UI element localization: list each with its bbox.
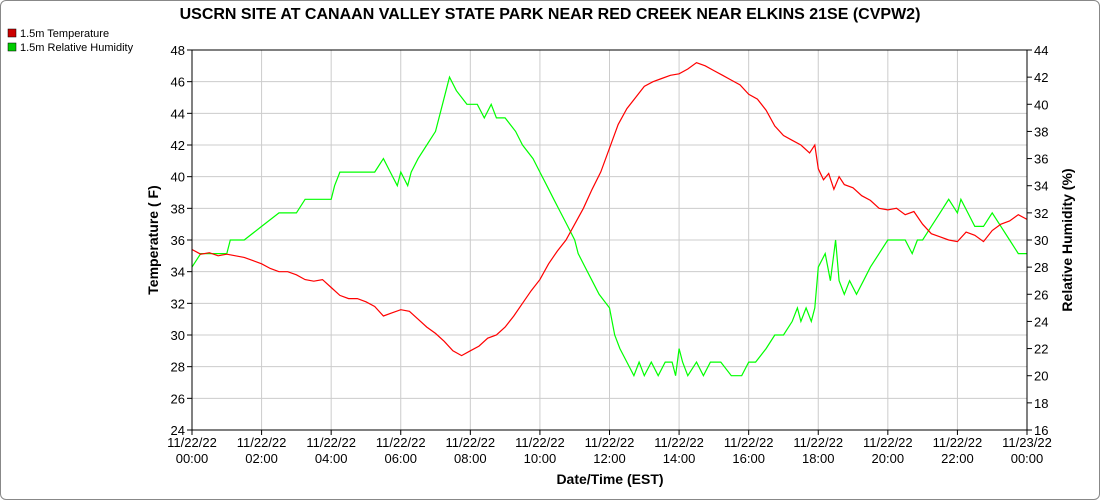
y-right-tick-label: 20 bbox=[1034, 369, 1048, 384]
y-right-tick-label: 24 bbox=[1034, 314, 1048, 329]
x-tick-label-time: 20:00 bbox=[872, 451, 905, 466]
x-tick-label-date: 11/22/22 bbox=[306, 435, 356, 450]
legend: 1.5m Temperature 1.5m Relative Humidity bbox=[7, 28, 134, 54]
x-tick-label-date: 11/23/22 bbox=[1002, 435, 1052, 450]
y-right-tick-label: 34 bbox=[1034, 179, 1048, 194]
x-tick-label-time: 14:00 bbox=[663, 451, 696, 466]
x-tick-label-time: 08:00 bbox=[454, 451, 487, 466]
y-right-tick-label: 30 bbox=[1034, 233, 1048, 248]
y-right-tick-label: 18 bbox=[1034, 396, 1048, 411]
x-tick-label-date: 11/22/22 bbox=[585, 435, 635, 450]
y-right-tick-label: 26 bbox=[1034, 287, 1048, 302]
x-tick-label-date: 11/22/22 bbox=[793, 435, 843, 450]
x-tick-label-time: 16:00 bbox=[732, 451, 765, 466]
x-axis-label: Date/Time (EST) bbox=[556, 471, 663, 487]
x-tick-label-date: 11/22/22 bbox=[376, 435, 426, 450]
plot-border bbox=[191, 49, 1028, 431]
legend-swatch-temperature bbox=[7, 28, 17, 38]
y-left-tick-label: 24 bbox=[171, 423, 185, 438]
y-left-tick-label: 26 bbox=[171, 391, 185, 406]
y-left-tick-label: 36 bbox=[171, 233, 185, 248]
x-tick-label-time: 12:00 bbox=[593, 451, 626, 466]
y-axis-left-label: Temperature ( F) bbox=[145, 185, 161, 294]
chart-title: USCRN SITE AT CANAAN VALLEY STATE PARK N… bbox=[180, 6, 921, 23]
y-right-tick-label: 38 bbox=[1034, 124, 1048, 139]
x-tick-label-date: 11/22/22 bbox=[515, 435, 565, 450]
x-tick-label-time: 00:00 bbox=[176, 451, 209, 466]
y-left-tick-label: 28 bbox=[171, 360, 185, 375]
x-tick-label-time: 02:00 bbox=[245, 451, 278, 466]
y-left-tick-label: 48 bbox=[171, 43, 185, 58]
y-axis-right-label: Relative Humidity (%) bbox=[1059, 168, 1075, 311]
x-tick-label-date: 11/22/22 bbox=[863, 435, 913, 450]
x-tick-label-date: 11/22/22 bbox=[167, 435, 217, 450]
x-tick-label-date: 11/22/22 bbox=[446, 435, 496, 450]
y-left-tick-label: 38 bbox=[171, 201, 185, 216]
y-right-tick-label: 22 bbox=[1034, 342, 1048, 357]
series-line-humidity bbox=[191, 75, 1027, 378]
x-tick-label-time: 18:00 bbox=[802, 451, 835, 466]
x-tick-label-date: 11/22/22 bbox=[654, 435, 704, 450]
y-right-tick-label: 16 bbox=[1034, 423, 1048, 438]
y-left-tick-label: 42 bbox=[171, 138, 185, 153]
y-left-tick-label: 46 bbox=[171, 75, 185, 90]
x-tick-label-time: 22:00 bbox=[941, 451, 974, 466]
x-tick-label-date: 11/22/22 bbox=[933, 435, 983, 450]
series-layer bbox=[191, 62, 1028, 378]
legend-label-humidity: 1.5m Relative Humidity bbox=[20, 42, 134, 54]
x-tick-label-date: 11/22/22 bbox=[724, 435, 774, 450]
legend-label-temperature: 1.5m Temperature bbox=[20, 28, 109, 40]
right-axis-ticks: 16 18 20 22 24 26 28 30 32 34 36 38 40 42 44 bbox=[1027, 43, 1048, 438]
x-tick-label-time: 04:00 bbox=[315, 451, 348, 466]
legend-swatch-humidity bbox=[7, 42, 17, 52]
x-tick-label-time: 10:00 bbox=[524, 451, 557, 466]
y-left-tick-label: 40 bbox=[171, 170, 185, 185]
y-right-tick-label: 28 bbox=[1034, 260, 1048, 275]
x-axis-ticks: 11/22/2200:0011/22/2202:0011/22/2204:001… bbox=[167, 430, 1052, 466]
x-tick-label-date: 11/22/22 bbox=[237, 435, 287, 450]
y-left-tick-label: 34 bbox=[171, 265, 185, 280]
x-tick-label-time: 00:00 bbox=[1011, 451, 1044, 466]
y-right-tick-label: 42 bbox=[1034, 70, 1048, 85]
x-tick-label-time: 06:00 bbox=[384, 451, 417, 466]
y-right-tick-label: 36 bbox=[1034, 152, 1048, 167]
y-left-tick-label: 32 bbox=[171, 296, 185, 311]
y-left-tick-label: 44 bbox=[171, 106, 185, 121]
series-line-temperature bbox=[191, 62, 1028, 357]
y-right-tick-label: 44 bbox=[1034, 43, 1048, 58]
y-left-tick-label: 30 bbox=[171, 328, 185, 343]
y-right-tick-label: 32 bbox=[1034, 206, 1048, 221]
y-right-tick-label: 40 bbox=[1034, 97, 1048, 112]
left-axis-ticks: 24 26 28 30 32 34 36 38 40 42 44 46 48 bbox=[171, 43, 192, 438]
